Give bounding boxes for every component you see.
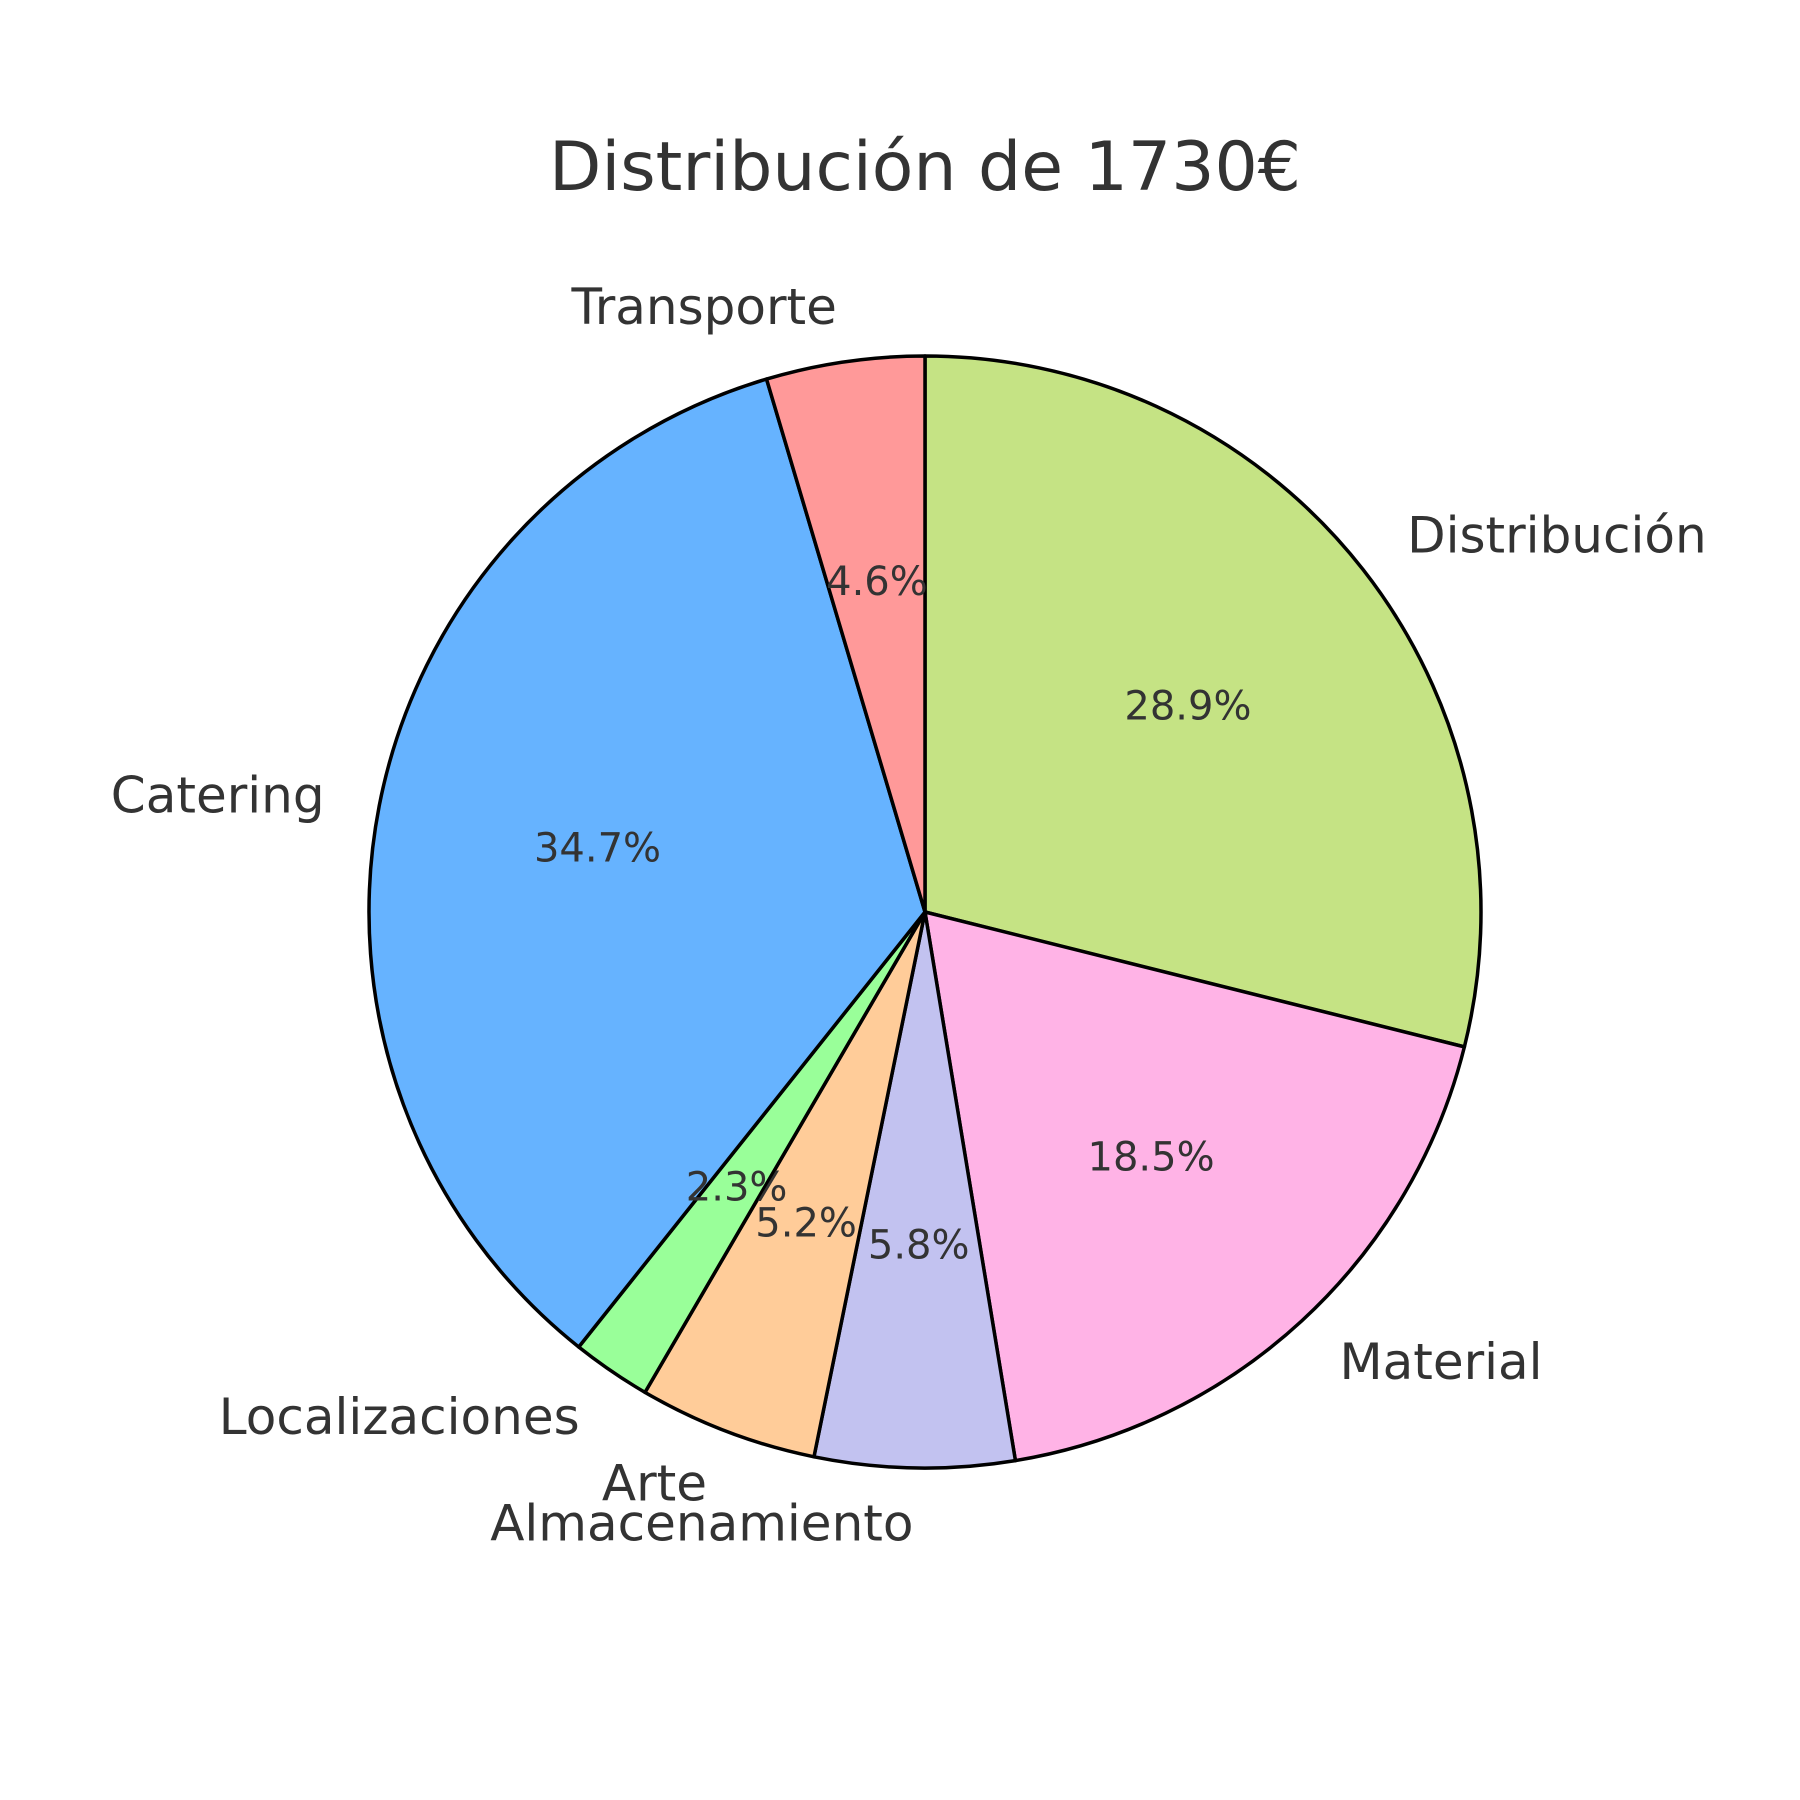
pct-label-almacenamiento: 5.8% — [868, 1223, 970, 1269]
pie-slice-material — [923, 910, 1467, 1463]
slice-label-distribucion: Distribución — [1407, 507, 1707, 565]
slice-label-arte: Arte — [602, 1454, 707, 1512]
slice-label-catering: Catering — [111, 767, 325, 825]
pct-label-material: 18.5% — [1088, 1134, 1215, 1180]
pct-label-localizaciones: 2.3% — [686, 1164, 788, 1210]
pct-label-distribucion: 28.9% — [1124, 684, 1251, 730]
pie-slice-catering — [367, 377, 927, 1349]
pct-label-catering: 34.7% — [534, 825, 661, 871]
chart-title: Distribución de 1730€ — [549, 128, 1301, 207]
pie-slice-arte — [643, 910, 927, 1459]
pie-slices — [367, 354, 1483, 1470]
slice-label-transporte: Transporte — [571, 278, 837, 336]
pie-slice-transporte — [764, 354, 927, 914]
slice-label-almacenamiento: Almacenamiento — [490, 1494, 913, 1552]
pct-label-arte: 5.2% — [755, 1201, 857, 1247]
pct-label-transporte: 4.6% — [826, 559, 928, 605]
pie-slice-distribucion — [923, 354, 1483, 1049]
pie-labels: Distribución 28.9% Material 18.5% Almacenami… — [111, 278, 1707, 1553]
slice-label-material: Material — [1339, 1333, 1542, 1391]
pie-slice-almacenamiento — [812, 910, 1018, 1470]
slice-label-localizaciones: Localizaciones — [219, 1388, 580, 1446]
